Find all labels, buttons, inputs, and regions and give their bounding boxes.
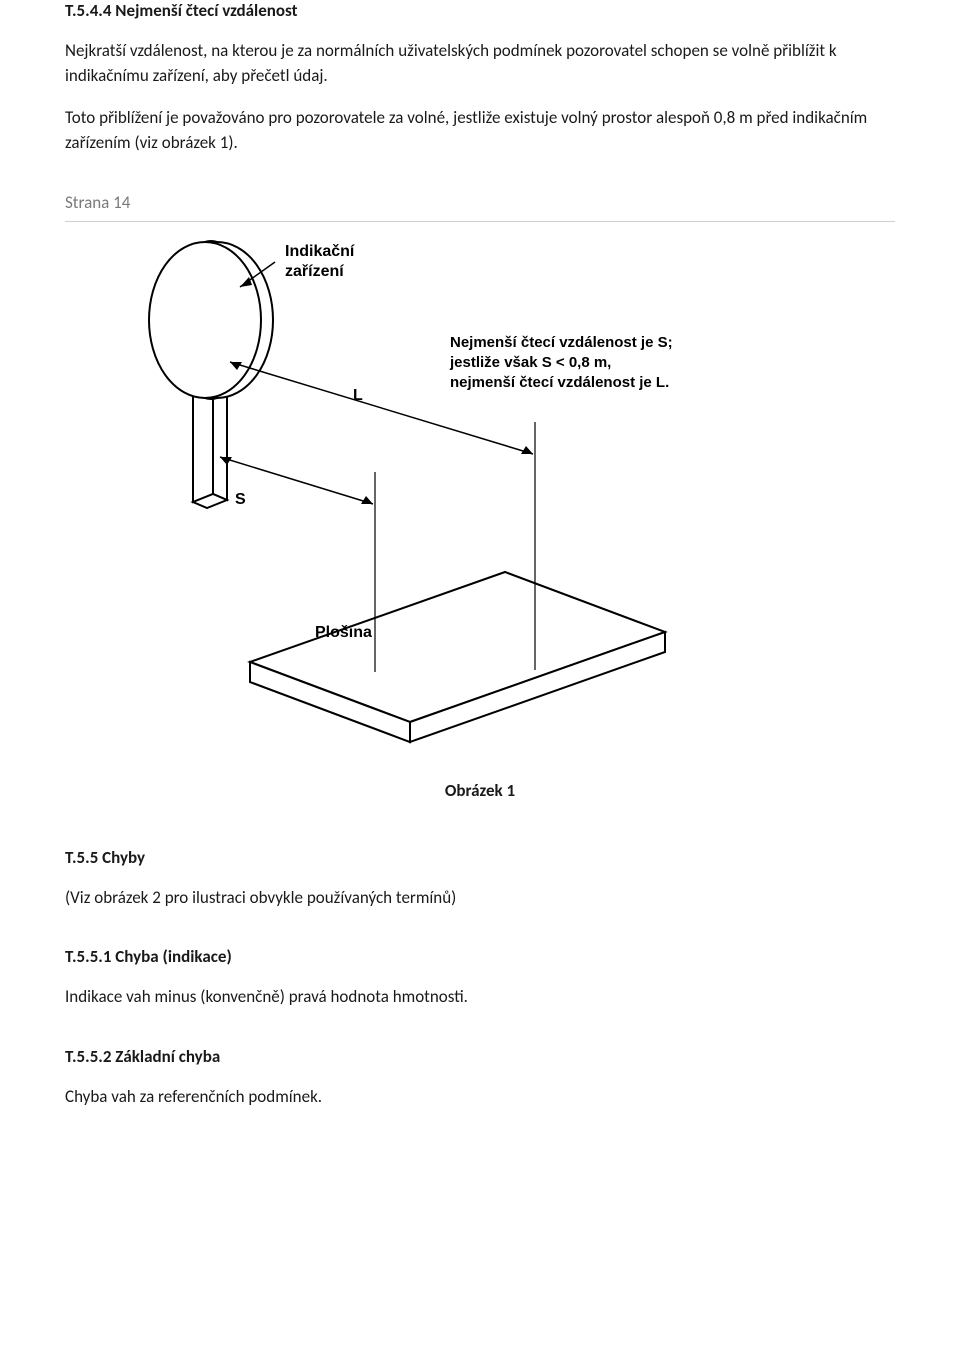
heading-t551: T.5.5.1 Chyba (indikace) bbox=[65, 946, 895, 967]
para-t55-1: (Viz obrázek 2 pro ilustraci obvykle pou… bbox=[65, 886, 895, 911]
figure-1-svg: Indikační zařízení L S Plošina Nejmenší … bbox=[85, 232, 775, 772]
heading-t55: T.5.5 Chyby bbox=[65, 847, 895, 868]
svg-text:zařízení: zařízení bbox=[285, 263, 344, 280]
heading-t552: T.5.5.2 Základní chyba bbox=[65, 1046, 895, 1067]
para-t551-1: Indikace vah minus (konvenčně) pravá hod… bbox=[65, 985, 895, 1010]
svg-text:S: S bbox=[235, 491, 246, 508]
page-divider bbox=[65, 221, 895, 222]
svg-text:Nejmenší čtecí vzdálenost je S: Nejmenší čtecí vzdálenost je S; bbox=[450, 334, 673, 351]
para-t544-2: Toto přiblížení je považováno pro pozoro… bbox=[65, 106, 895, 155]
svg-text:Indikační: Indikační bbox=[285, 243, 355, 260]
svg-text:Plošina: Plošina bbox=[315, 624, 372, 641]
svg-text:jestliže však S < 0,8 m,: jestliže však S < 0,8 m, bbox=[449, 354, 611, 371]
svg-text:L: L bbox=[353, 387, 363, 404]
figure-1-caption: Obrázek 1 bbox=[65, 780, 895, 801]
figure-1: Indikační zařízení L S Plošina Nejmenší … bbox=[65, 232, 895, 772]
heading-t544: T.5.4.4 Nejmenší čtecí vzdálenost bbox=[65, 0, 895, 21]
para-t552-1: Chyba vah za referenčních podmínek. bbox=[65, 1085, 895, 1110]
page-number-label: Strana 14 bbox=[65, 192, 895, 213]
para-t544-1: Nejkratší vzdálenost, na kterou je za no… bbox=[65, 39, 895, 88]
svg-text:nejmenší čtecí vzdálenost je L: nejmenší čtecí vzdálenost je L. bbox=[450, 374, 669, 391]
